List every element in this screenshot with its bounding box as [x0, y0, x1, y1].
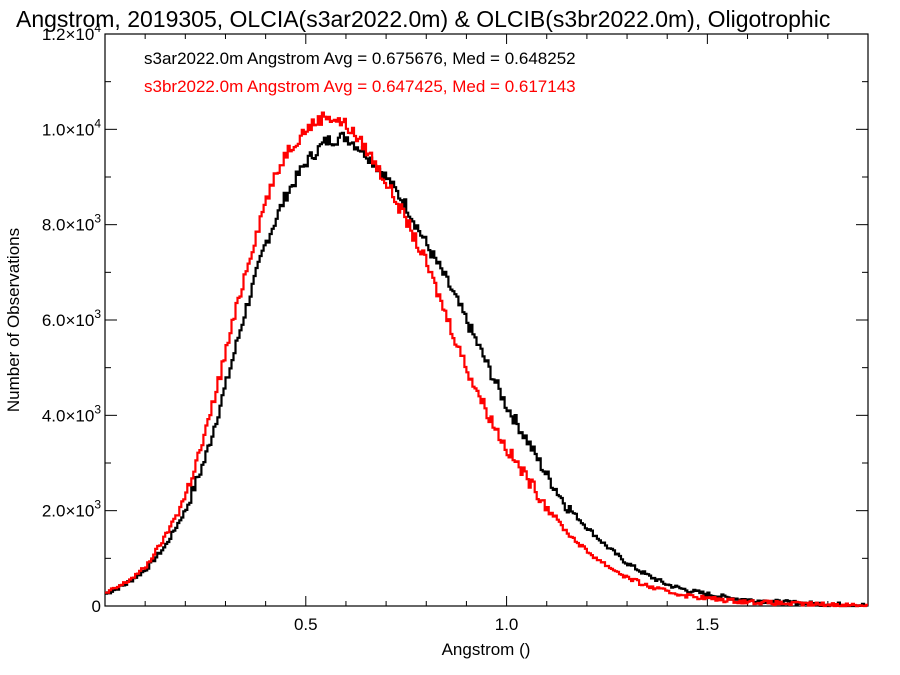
y-axis-label: Number of Observations [4, 228, 23, 412]
y-tick-label: 1.2×104 [42, 21, 101, 44]
x-tick-label: 1.0 [495, 615, 519, 634]
chart-title: Angstrom, 2019305, OLCIA(s3ar2022.0m) & … [16, 6, 830, 32]
y-tick-mantissa: 4.0×10 [42, 406, 94, 425]
x-tick-label: 0.5 [294, 615, 318, 634]
y-tick-mantissa: 6.0×10 [42, 311, 94, 330]
legend-entry-s3ar2022.0m: s3ar2022.0m Angstrom Avg = 0.675676, Med… [144, 49, 576, 68]
legend-entry-s3br2022.0m: s3br2022.0m Angstrom Avg = 0.647425, Med… [144, 77, 576, 96]
y-tick-exponent: 4 [94, 21, 101, 35]
y-tick-label: 4.0×103 [42, 402, 101, 425]
y-tick-mantissa: 1.2×10 [42, 25, 94, 44]
y-tick-exponent: 3 [94, 307, 101, 321]
y-tick-exponent: 4 [94, 116, 101, 130]
axis-ticks: 0.5 1.0 1.502.0×1034.0×1036.0×1038.0×1031.… [42, 21, 868, 634]
y-tick-exponent: 3 [94, 402, 101, 416]
x-tick-label: 1.5 [696, 615, 720, 634]
y-tick-exponent: 3 [94, 212, 101, 226]
y-tick-mantissa: 8.0×10 [42, 216, 94, 235]
y-tick-exponent: 3 [94, 498, 101, 512]
y-tick-label: 2.0×103 [42, 498, 101, 521]
y-tick-mantissa: 2.0×10 [42, 502, 94, 521]
legend: s3ar2022.0m Angstrom Avg = 0.675676, Med… [144, 49, 576, 96]
y-tick-label: 1.0×104 [42, 116, 101, 139]
series-line-s3ar2022.0m [105, 131, 868, 608]
plot-frame [104, 33, 869, 607]
y-tick-label: 0 [92, 597, 101, 616]
y-tick-label: 8.0×103 [42, 212, 101, 235]
series-line-s3br2022.0m [105, 111, 868, 608]
series-layer [105, 111, 868, 608]
x-axis-label: Angstrom () [442, 640, 531, 659]
y-tick-label: 6.0×103 [42, 307, 101, 330]
y-tick-mantissa: 1.0×10 [42, 120, 94, 139]
